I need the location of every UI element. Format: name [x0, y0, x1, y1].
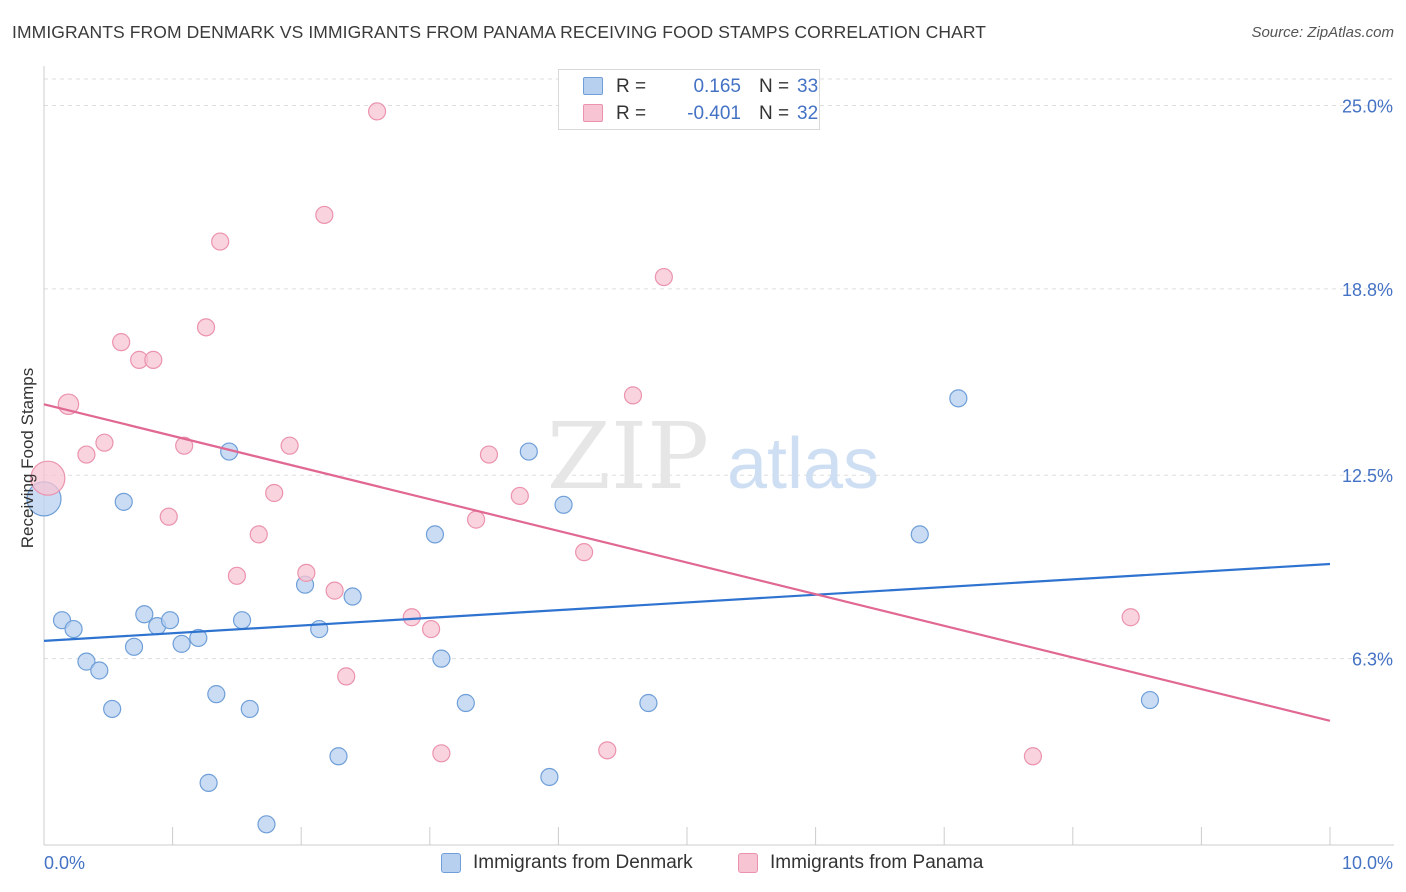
denmark-point: [114, 492, 133, 511]
denmark-point: [189, 628, 208, 648]
panama-point: [144, 350, 163, 369]
denmark-point: [554, 495, 573, 514]
denmark-point: [257, 815, 276, 834]
x-tick-label: 0.0%: [44, 853, 85, 873]
watermark: ZIP atlas: [547, 403, 879, 510]
denmark-point: [240, 699, 259, 719]
denmark-point: [1140, 690, 1160, 710]
legend-r-label: R =: [616, 103, 647, 124]
denmark-point: [207, 685, 226, 704]
denmark-point: [64, 619, 83, 639]
denmark-points: [26, 389, 1160, 834]
watermark-atlas: atlas: [727, 424, 879, 504]
denmark-point: [232, 611, 252, 630]
y-tick-label: 18.8%: [1342, 280, 1393, 300]
denmark-point: [329, 747, 348, 766]
y-tick-label: 12.5%: [1342, 466, 1393, 486]
tick-labels: 6.3% 12.5% 18.8% 25.0% 0.0% 10.0%: [44, 96, 1393, 873]
denmark-point: [77, 652, 96, 671]
panama-point: [211, 232, 230, 251]
panama-point: [30, 460, 66, 496]
denmark-point: [639, 693, 658, 713]
denmark-point: [519, 442, 538, 461]
panama-point: [479, 445, 499, 464]
panama-point: [432, 744, 451, 763]
bottom-legend-swatch-denmark: [441, 853, 461, 873]
panama-point: [1023, 747, 1043, 766]
panama-point: [280, 436, 299, 455]
bottom-legend-label-denmark: Immigrants from Denmark: [473, 852, 693, 873]
panama-point: [598, 741, 617, 760]
panama-point: [367, 102, 387, 121]
panama-point: [337, 667, 356, 686]
legend-swatch-denmark: [583, 77, 603, 95]
panama-point: [196, 318, 216, 337]
legend-n-value: 33: [797, 76, 819, 97]
legend-n-label: N =: [759, 103, 790, 124]
denmark-point: [456, 693, 475, 713]
denmark-point: [199, 773, 218, 792]
panama-point: [466, 510, 486, 529]
panama-point: [227, 566, 246, 585]
legend-r-value: 0.165: [693, 76, 741, 97]
denmark-point: [124, 637, 144, 656]
denmark-point: [135, 605, 154, 624]
watermark-zip: ZIP: [547, 403, 709, 510]
denmark-point: [432, 649, 451, 668]
panama-point: [654, 267, 673, 287]
chart-title: IMMIGRANTS FROM DENMARK VS IMMIGRANTS FR…: [12, 22, 987, 42]
denmark-point: [103, 699, 122, 719]
denmark-point: [910, 525, 929, 544]
source-label: Source: ZipAtlas.com: [1251, 24, 1394, 41]
panama-point: [297, 563, 316, 582]
panama-point: [315, 205, 334, 225]
panama-point: [325, 581, 344, 600]
bottom-legend-label-panama: Immigrants from Panama: [770, 852, 984, 873]
panama-point: [159, 507, 178, 526]
legend-n-value: 32: [797, 103, 819, 124]
denmark-point: [343, 587, 362, 606]
legend-swatch-panama: [583, 104, 603, 122]
bottom-legend-swatch-panama: [738, 853, 758, 873]
panama-point: [510, 486, 529, 506]
legend: R = 0.165 N = 33 R = -0.401 N = 32: [558, 69, 820, 130]
denmark-point: [160, 611, 180, 630]
legend-n-label: N =: [759, 76, 790, 97]
panama-point: [575, 543, 594, 562]
trend-lines: [43, 403, 1331, 722]
y-tick-label: 25.0%: [1342, 96, 1393, 116]
y-tick-label: 6.3%: [1352, 650, 1393, 670]
denmark-point: [540, 767, 559, 787]
denmark-trend-line: [43, 562, 1331, 642]
x-tick-label: 10.0%: [1342, 853, 1393, 873]
panama-point: [77, 445, 96, 464]
denmark-point: [90, 661, 109, 680]
panama-trend-line: [43, 403, 1331, 722]
denmark-point: [425, 525, 445, 544]
denmark-point: [949, 389, 968, 408]
axes: [43, 66, 1394, 846]
panama-point: [175, 436, 194, 455]
panama-point: [1121, 608, 1140, 627]
denmark-point: [172, 634, 191, 653]
legend-r-label: R =: [616, 76, 647, 97]
y-axis-title: Receiving Food Stamps: [18, 368, 37, 548]
panama-point: [95, 433, 114, 452]
panama-point: [421, 619, 441, 639]
panama-point: [112, 333, 131, 352]
panama-points: [30, 102, 1140, 766]
panama-point: [249, 525, 268, 544]
legend-r-value: -0.401: [687, 103, 741, 124]
panama-point: [623, 386, 643, 405]
panama-point: [402, 608, 421, 627]
panama-point: [265, 483, 284, 503]
